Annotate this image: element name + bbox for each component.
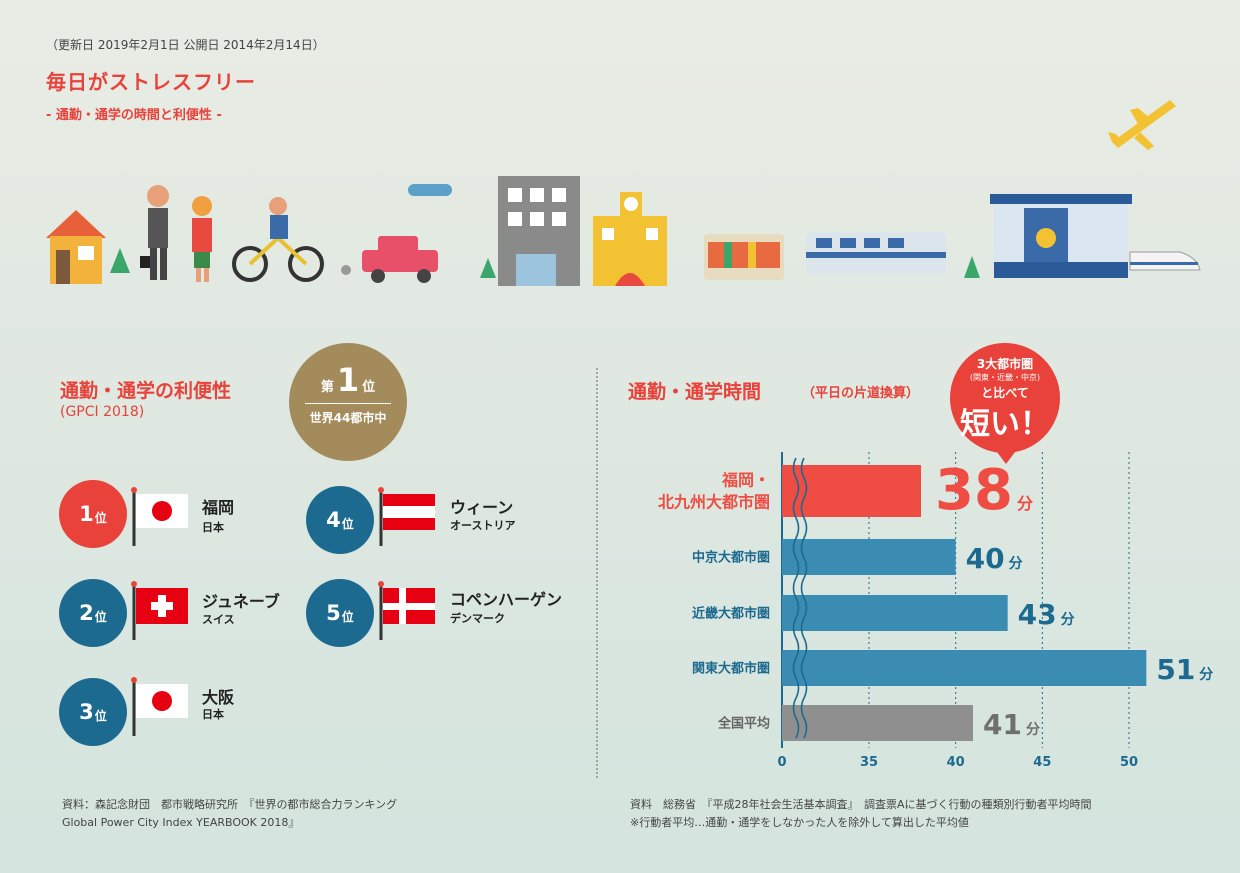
update-dates: （更新日 2019年2月1日 公開日 2014年2月14日） <box>46 38 325 52</box>
value-label: 38 分 <box>935 458 1033 523</box>
category-label: 中京大都市圏 <box>692 550 770 566</box>
house-icon <box>46 210 130 284</box>
callout-bubble: 3大都市圏 (関東・近畿・中京) と比べて 短い！ <box>950 343 1060 453</box>
commute-time-title: 通勤・通学時間 <box>628 381 762 403</box>
category-label: 北九州大都市圏 <box>658 493 770 512</box>
callout-tail <box>994 448 1018 464</box>
airplane-icon <box>1108 100 1176 150</box>
ranking-city-5: コペンハーゲン <box>450 590 563 609</box>
bar <box>782 539 956 575</box>
bar <box>782 595 1008 631</box>
value-label: 41 分 <box>983 708 1040 741</box>
commuter-icon <box>140 185 212 282</box>
x-tick-label: 40 <box>947 755 965 770</box>
bar <box>782 705 973 741</box>
first-place-medal: 第1 位 世界44都市中 <box>289 343 407 461</box>
ranking-country-5: デンマーク <box>450 612 505 625</box>
austria-flag-icon <box>378 487 435 546</box>
medal-suffix: 位 <box>362 380 376 395</box>
left-source: 資料：森記念財団 都市戦略研究所 『世界の都市総合力ランキング Global P… <box>62 798 398 829</box>
bullet-train-icon <box>1129 251 1201 271</box>
bus-icon <box>704 234 784 280</box>
car-icon <box>341 236 438 283</box>
ranking-city-4: ウィーン <box>450 498 514 517</box>
x-tick-label: 35 <box>860 755 878 770</box>
ranking-country-4: オーストリア <box>450 519 516 532</box>
category-label: 関東大都市圏 <box>692 661 770 677</box>
x-tick-label: 45 <box>1033 755 1051 770</box>
ranking-country-3: 日本 <box>202 708 224 721</box>
denmark-flag-icon <box>378 581 435 640</box>
japan-flag-icon <box>131 487 188 546</box>
category-label: 近畿大都市圏 <box>692 606 770 622</box>
convenience-title: 通勤・通学の利便性 <box>60 380 232 402</box>
x-tick-label: 0 <box>777 755 786 770</box>
category-label: 全国平均 <box>717 716 770 732</box>
ranking-country-2: スイス <box>202 613 235 626</box>
medal-prefix: 第 <box>320 380 334 395</box>
section-divider <box>596 368 598 778</box>
right-source: 資料 総務省 『平成28年社会生活基本調査』 調査票Aに基づく行動の種類別行動者… <box>630 798 1092 829</box>
page-subtitle: - 通勤・通学の時間と利便性 - <box>46 108 222 123</box>
value-label: 43 分 <box>1018 598 1075 631</box>
cyclist-icon <box>232 197 324 282</box>
medal-number: 1 <box>336 361 360 399</box>
value-label: 40 分 <box>966 542 1023 575</box>
ranking-city-2: ジュネーブ <box>202 592 280 611</box>
commute-time-note: （平日の片道換算） <box>802 386 920 401</box>
japan-flag-icon <box>131 677 188 736</box>
station-icon <box>964 194 1132 278</box>
bar <box>782 465 921 517</box>
medal-note: 世界44都市中 <box>309 411 387 425</box>
value-label: 51 分 <box>1156 653 1213 686</box>
train-icon <box>806 232 946 274</box>
bar <box>782 650 1147 686</box>
ranking-city-1: 福岡 <box>202 498 235 517</box>
ranking-country-1: 日本 <box>202 521 224 534</box>
page-title: 毎日がストレスフリー <box>46 70 256 94</box>
commute-illustration <box>46 100 1201 286</box>
axis-break-mark <box>792 457 808 739</box>
office-building-icon <box>480 176 580 286</box>
ranking-city-3: 大阪 <box>202 688 235 707</box>
switzerland-flag-icon <box>131 581 188 640</box>
school-icon <box>593 192 667 286</box>
category-label: 福岡・ <box>721 471 770 490</box>
x-tick-label: 50 <box>1120 755 1138 770</box>
convenience-subtitle: (GPCI 2018) <box>60 404 145 420</box>
